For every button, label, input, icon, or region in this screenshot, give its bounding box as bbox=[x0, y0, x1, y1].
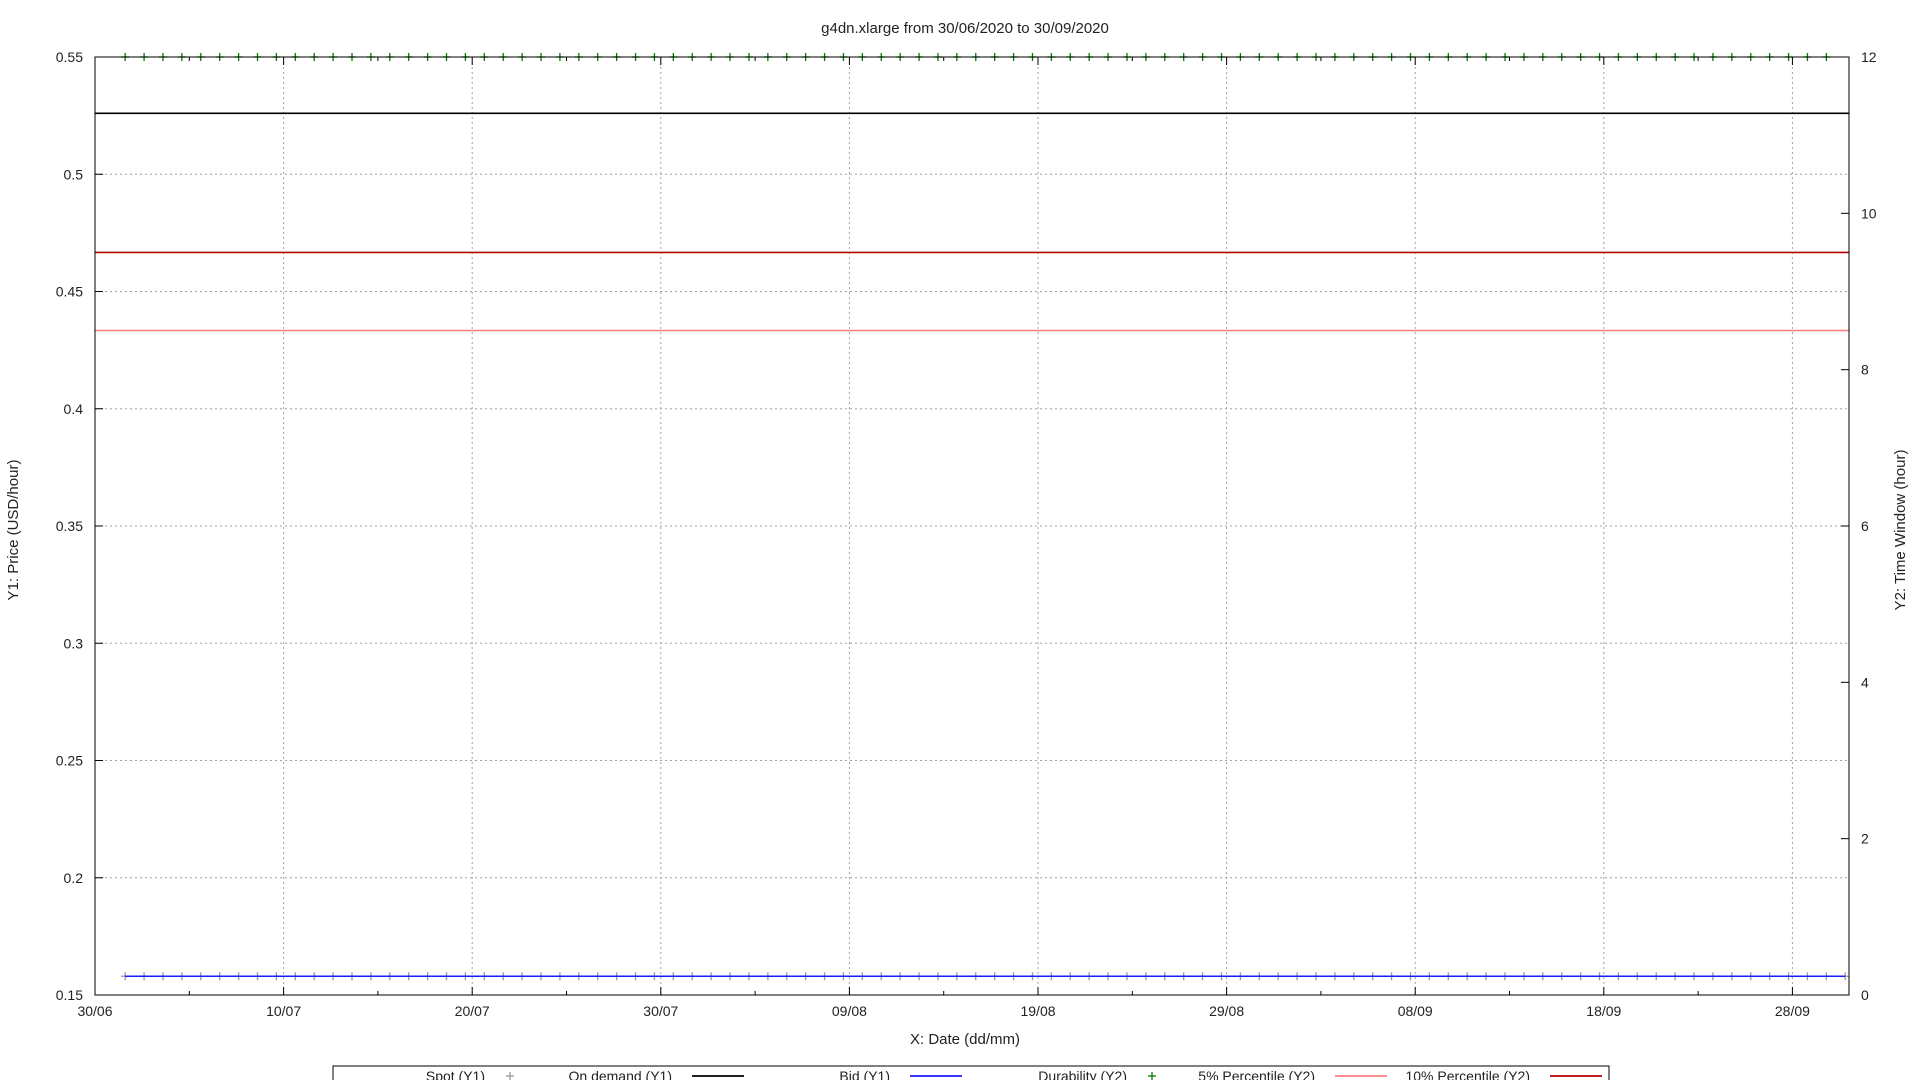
y2-tick-label: 12 bbox=[1861, 49, 1877, 65]
y2-tick-label: 0 bbox=[1861, 987, 1869, 1003]
legend-label: Durability (Y2) bbox=[1038, 1068, 1127, 1080]
y-axis-label: Y1: Price (USD/hour) bbox=[5, 460, 22, 601]
x-tick-label: 29/08 bbox=[1209, 1003, 1244, 1019]
x-tick-label: 20/07 bbox=[455, 1003, 490, 1019]
y2-tick-label: 10 bbox=[1861, 205, 1877, 221]
x-tick-label: 09/08 bbox=[832, 1003, 867, 1019]
legend-label: 5% Percentile (Y2) bbox=[1198, 1068, 1315, 1080]
y-tick-label: 0.25 bbox=[56, 753, 83, 769]
y-tick-label: 0.3 bbox=[64, 635, 84, 651]
y-tick-label: 0.55 bbox=[56, 49, 83, 65]
grid-lines bbox=[95, 57, 1849, 995]
x-tick-label: 18/09 bbox=[1586, 1003, 1621, 1019]
x-tick-label: 30/06 bbox=[77, 1003, 112, 1019]
y-tick-label: 0.15 bbox=[56, 987, 83, 1003]
x-tick-label: 10/07 bbox=[266, 1003, 301, 1019]
x-axis-label: X: Date (dd/mm) bbox=[910, 1031, 1020, 1048]
legend: Spot (Y1) On demand (Y1) Bid (Y1) Durabilit… bbox=[332, 1065, 1610, 1085]
axis-ticks: 30/06 10/07 20/07 30/07 09/08 19/08 29/08 08/09… bbox=[56, 49, 1877, 1019]
y2-axis-label: Y2: Time Window (hour) bbox=[1892, 450, 1909, 611]
y-tick-label: 0.45 bbox=[56, 284, 83, 300]
y2-tick-label: 6 bbox=[1861, 518, 1869, 534]
legend-label: On demand (Y1) bbox=[569, 1068, 673, 1080]
plot-series bbox=[95, 53, 1850, 981]
chart-title: g4dn.xlarge from 30/06/2020 to 30/09/202… bbox=[821, 20, 1109, 37]
y-tick-label: 0.5 bbox=[64, 166, 84, 182]
x-tick-label: 19/08 bbox=[1020, 1003, 1055, 1019]
y-tick-label: 0.4 bbox=[64, 401, 84, 417]
legend-label: Spot (Y1) bbox=[426, 1068, 485, 1080]
y2-tick-label: 8 bbox=[1861, 362, 1869, 378]
legend-label: Bid (Y1) bbox=[839, 1068, 890, 1080]
y2-tick-label: 2 bbox=[1861, 831, 1869, 847]
x-tick-label: 30/07 bbox=[643, 1003, 678, 1019]
y-tick-label: 0.2 bbox=[64, 870, 84, 886]
legend-label: 10% Percentile (Y2) bbox=[1405, 1068, 1530, 1080]
y2-tick-label: 4 bbox=[1861, 674, 1869, 690]
x-tick-label: 08/09 bbox=[1398, 1003, 1433, 1019]
x-tick-label: 28/09 bbox=[1775, 1003, 1810, 1019]
y-tick-label: 0.35 bbox=[56, 518, 83, 534]
